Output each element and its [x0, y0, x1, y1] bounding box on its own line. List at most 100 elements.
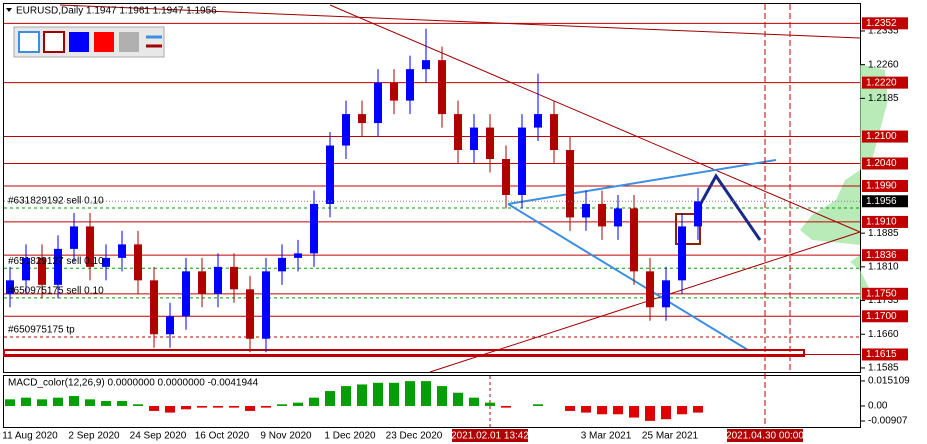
candle-body: [310, 203, 318, 254]
macd-bar: [101, 401, 111, 406]
level-label: 1.1836: [866, 250, 897, 261]
candle-body: [486, 127, 494, 160]
macd-bar: [581, 405, 591, 413]
level-label: 1.1750: [866, 288, 897, 299]
level-label: 1.2220: [866, 77, 897, 88]
macd-title: MACD_color(12,26,9) 0.0000000 0.0000000 …: [8, 378, 259, 389]
volume-profile: [800, 64, 888, 300]
collapse-icon[interactable]: [6, 8, 12, 12]
level-label-box: [862, 215, 908, 228]
chart-title: EURUSD,Daily 1.1947 1.1961 1.1947 1.1956: [16, 6, 217, 17]
level-label-box: [862, 287, 908, 300]
color-button[interactable]: [69, 32, 89, 52]
color-button[interactable]: [119, 32, 139, 52]
current-price-label: 1.1956: [866, 196, 897, 207]
macd-bar: [661, 405, 671, 420]
end-label-box: [727, 429, 803, 442]
macd-bar: [197, 405, 207, 408]
y-tick-label: 1.1585: [868, 363, 899, 374]
macd-bar: [165, 405, 175, 413]
frame: [3, 3, 861, 428]
macd-tick-label: 0.00: [868, 401, 888, 412]
candle-body: [134, 244, 142, 281]
candle-body: [470, 127, 478, 151]
candle-body: [518, 127, 526, 195]
macd-bar: [341, 386, 351, 406]
order-label: #650975175 tp: [8, 325, 75, 336]
candle-body: [86, 226, 94, 267]
zone: [3, 349, 805, 357]
level-label-box: [862, 130, 908, 143]
level-label: 1.2352: [866, 18, 897, 29]
candle-body: [566, 150, 574, 218]
macd-bar: [501, 405, 511, 408]
candle-body: [342, 114, 350, 146]
candle-body: [614, 208, 622, 227]
candle-body: [374, 82, 382, 124]
candle-body: [294, 253, 302, 258]
candle-body: [118, 244, 126, 258]
trendline: [59, 4, 861, 39]
candle-body: [662, 280, 670, 308]
order-label: #631829192 sell 0.10: [8, 196, 104, 207]
level-label-box: [862, 249, 908, 262]
macd-bar: [229, 405, 239, 408]
macd-bar: [693, 405, 703, 413]
toolbar: [13, 26, 165, 58]
macd-bar: [645, 405, 655, 421]
candle-body: [198, 271, 206, 294]
y-tick-label: 1.1810: [868, 261, 899, 272]
macd-bar: [533, 404, 543, 406]
color-button[interactable]: [94, 32, 114, 52]
macd-bar: [309, 397, 319, 406]
current-price-box: [862, 195, 908, 208]
macd-bar: [85, 399, 95, 406]
macd-bar: [277, 404, 287, 406]
candle-body: [502, 159, 510, 195]
macd-bar: [373, 382, 383, 406]
y-tick-label: 1.2185: [868, 93, 899, 104]
trendline: [507, 159, 777, 205]
macd-bar: [405, 381, 415, 406]
candle-body: [38, 257, 46, 285]
color-button[interactable]: [18, 31, 40, 53]
macd-bar: [293, 402, 303, 406]
candle-body: [598, 203, 606, 227]
x-tick-label: 11 Aug 2020: [2, 431, 58, 442]
level-label: 1.1910: [866, 217, 897, 228]
level-label: 1.1990: [866, 181, 897, 192]
candle-body: [358, 114, 366, 124]
color-button[interactable]: [43, 31, 65, 53]
candle-body: [454, 114, 462, 151]
macd-panel: [3, 375, 861, 428]
candle-body: [390, 82, 398, 101]
macd-bar: [5, 399, 15, 406]
candle-body: [102, 257, 110, 267]
candle-body: [262, 271, 270, 339]
macd-bar: [213, 405, 223, 408]
order-label: #650975175 sell 0.10: [8, 286, 104, 297]
macd-bar: [597, 405, 607, 415]
macd-bar: [181, 405, 191, 410]
candle-body: [70, 226, 78, 249]
macd-bar: [469, 397, 479, 406]
main-panel: [3, 3, 861, 373]
level-label: 1.2100: [866, 131, 897, 142]
macd-bar: [133, 404, 143, 406]
forecast-arrow: [698, 173, 762, 241]
y-tick-label: 1.1660: [868, 329, 899, 340]
macd-bar: [261, 405, 271, 408]
macd-bar: [485, 402, 495, 406]
level-label: 1.1615: [866, 349, 897, 360]
candle-body: [246, 289, 254, 339]
macd-bar: [565, 405, 575, 411]
order-label: #651829127 sell 0.10: [8, 256, 104, 267]
drawings: [3, 4, 861, 428]
candle-body: [166, 316, 174, 335]
candle-body: [438, 60, 446, 115]
candle-body: [678, 226, 686, 281]
macd-bar: [453, 392, 463, 406]
macd-bar: [69, 396, 79, 406]
candle-body: [230, 266, 238, 290]
